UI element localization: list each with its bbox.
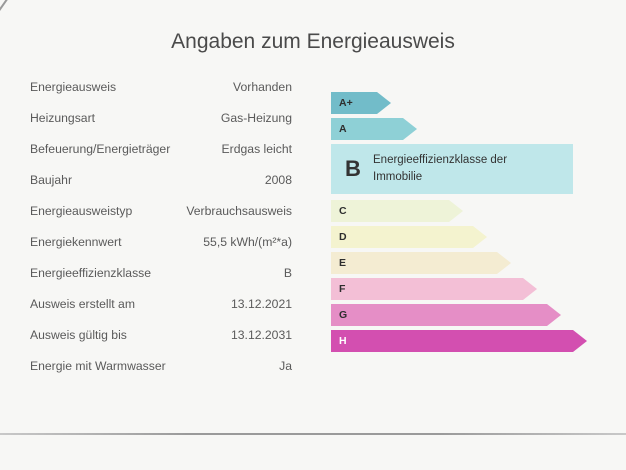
- class-arrow-g: G: [331, 304, 561, 326]
- class-arrow-a-plus: A+: [331, 92, 391, 114]
- class-arrow-e: E: [331, 252, 511, 274]
- info-label: Ausweis gültig bis: [30, 328, 127, 342]
- info-row: Heizungsart Gas-Heizung: [30, 106, 292, 137]
- info-value: 13.12.2031: [231, 328, 292, 342]
- info-label: Heizungsart: [30, 111, 96, 125]
- page-title: Angaben zum Energieausweis: [171, 30, 455, 53]
- info-row: Energieausweis Vorhanden: [30, 75, 292, 106]
- energy-efficiency-scale: A+ A B Energieeffizienzklasse der Immobi…: [331, 92, 593, 362]
- info-row: Energieausweistyp Verbrauchsausweis: [30, 199, 292, 230]
- info-value: 13.12.2021: [231, 297, 292, 311]
- info-value: B: [283, 266, 292, 280]
- info-row: Befeuerung/Energieträger Erdgas leicht: [30, 137, 292, 168]
- info-label: Energieausweis: [30, 80, 117, 94]
- info-row: Ausweis gültig bis 13.12.2031: [30, 323, 292, 354]
- info-value: Vorhanden: [233, 80, 292, 94]
- info-value: Gas-Heizung: [220, 111, 292, 125]
- info-label: Befeuerung/Energieträger: [30, 142, 171, 156]
- info-label: Energieausweistyp: [30, 204, 133, 218]
- current-class-description: Energieeffizienzklasse der Immobilie: [373, 154, 508, 183]
- info-label: Ausweis erstellt am: [30, 297, 135, 311]
- class-arrow-h: H: [331, 330, 587, 352]
- info-row: Energiekennwert 55,5 kWh/(m²*a): [30, 230, 292, 261]
- info-label: Energiekennwert: [30, 235, 122, 249]
- info-row: Energie mit Warmwasser Ja: [30, 354, 292, 385]
- current-class-label: B: [345, 156, 361, 181]
- info-row: Ausweis erstellt am 13.12.2021: [30, 292, 292, 323]
- current-class-indicator: B Energieeffizienzklasse der Immobilie: [331, 144, 573, 194]
- info-value: Ja: [279, 359, 292, 373]
- info-row: Baujahr 2008: [30, 168, 292, 199]
- info-label: Energieeffizienzklasse: [30, 266, 152, 280]
- info-value: 2008: [264, 173, 292, 187]
- info-label: Energie mit Warmwasser: [30, 359, 166, 373]
- class-arrow-a: A: [331, 118, 417, 140]
- corner-scan-mark: [0, 0, 23, 12]
- class-arrow-d: D: [331, 226, 487, 248]
- info-label: Baujahr: [30, 173, 73, 187]
- info-value: 55,5 kWh/(m²*a): [203, 235, 292, 249]
- energy-info-table: Energieausweis Vorhanden Heizungsart Gas…: [30, 75, 292, 385]
- info-value: Erdgas leicht: [221, 142, 292, 156]
- bottom-divider: [0, 433, 626, 435]
- class-arrow-f: F: [331, 278, 537, 300]
- class-arrow-c: C: [331, 200, 463, 222]
- info-value: Verbrauchsausweis: [186, 204, 292, 218]
- info-row: Energieeffizienzklasse B: [30, 261, 292, 292]
